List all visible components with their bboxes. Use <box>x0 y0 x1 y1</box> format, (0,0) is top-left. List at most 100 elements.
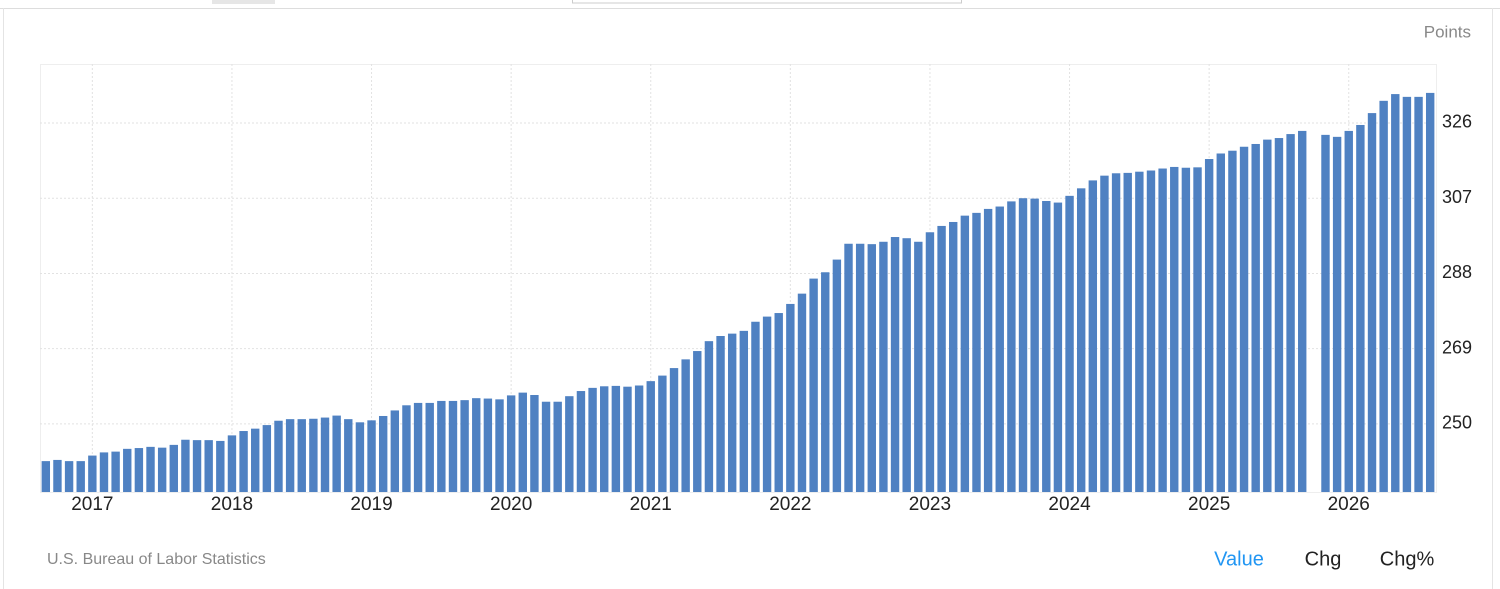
bar <box>960 215 970 493</box>
bar <box>344 419 353 492</box>
bar <box>1158 168 1167 492</box>
bar <box>553 401 562 492</box>
bar <box>1042 200 1051 492</box>
bar <box>565 396 574 492</box>
bar <box>1332 136 1342 492</box>
bar <box>1402 96 1412 492</box>
bar <box>320 417 330 492</box>
x-tick-label: 2021 <box>630 494 672 515</box>
bar <box>751 321 760 492</box>
y-tick-label: 288 <box>1442 262 1472 282</box>
bar <box>413 402 423 492</box>
bar <box>123 448 132 492</box>
bar <box>227 435 237 492</box>
bar <box>111 451 120 492</box>
bar <box>1239 146 1249 492</box>
bar <box>157 447 167 492</box>
bar <box>949 221 958 492</box>
bar <box>890 237 900 492</box>
bar <box>774 313 783 492</box>
bar <box>216 440 225 492</box>
bar <box>1100 175 1109 493</box>
bar <box>646 381 655 492</box>
bar <box>1170 166 1179 493</box>
bar <box>1298 130 1307 493</box>
bar <box>902 238 911 492</box>
unit-label: Points <box>1424 22 1471 41</box>
bar <box>832 259 842 492</box>
bar <box>716 336 725 492</box>
bar <box>1216 153 1225 493</box>
bar <box>983 208 993 492</box>
bar <box>460 400 469 492</box>
bar <box>797 293 807 492</box>
bar <box>297 419 306 492</box>
bar <box>972 212 981 492</box>
bar <box>472 398 481 492</box>
bar <box>1379 100 1388 492</box>
toolbar-button[interactable] <box>212 0 275 4</box>
tab-value[interactable]: Value <box>1214 548 1264 570</box>
bar <box>693 351 702 492</box>
bar <box>914 241 923 492</box>
x-tick-label: 2022 <box>769 494 811 515</box>
bar <box>1204 159 1214 492</box>
y-tick-label: 307 <box>1442 187 1472 207</box>
bar <box>1251 143 1260 493</box>
bar <box>1344 130 1353 493</box>
bar <box>204 440 213 492</box>
bar <box>681 359 690 492</box>
bar <box>600 386 609 492</box>
plot-area <box>40 64 1437 493</box>
bar <box>623 386 632 492</box>
bar <box>495 399 504 492</box>
bar <box>169 444 178 492</box>
y-tick-label: 326 <box>1442 112 1472 132</box>
bar <box>76 461 85 492</box>
bar <box>739 330 749 492</box>
bar <box>1228 150 1237 492</box>
bar <box>402 405 411 492</box>
bar <box>1007 201 1016 492</box>
x-tick-label: 2023 <box>909 494 951 515</box>
bar <box>285 419 295 492</box>
bar <box>146 446 155 492</box>
bar <box>192 440 202 492</box>
bar <box>1286 134 1295 492</box>
bar <box>41 461 51 492</box>
bar <box>1135 171 1144 492</box>
bar <box>634 385 644 492</box>
bar <box>809 278 818 492</box>
x-tick-label: 2018 <box>211 494 253 515</box>
bar <box>925 232 935 492</box>
bar <box>378 415 388 492</box>
bar <box>390 410 400 492</box>
tab-chg-pct[interactable]: Chg% <box>1380 548 1435 570</box>
tab-chg[interactable]: Chg <box>1305 548 1342 570</box>
search-box[interactable] <box>572 0 962 4</box>
bar <box>88 455 97 492</box>
bar <box>1193 167 1202 492</box>
bar <box>995 206 1004 493</box>
bar <box>762 316 772 492</box>
x-tick-label: 2020 <box>490 494 532 515</box>
bar <box>786 303 795 492</box>
bar <box>1321 134 1330 493</box>
x-tick-label: 2026 <box>1328 494 1370 515</box>
bar <box>658 375 667 492</box>
bar <box>844 243 853 492</box>
bar <box>937 225 946 492</box>
bar <box>251 428 260 492</box>
y-tick-label: 269 <box>1442 337 1472 357</box>
bar <box>181 439 190 492</box>
bar <box>704 341 714 492</box>
y-tick-label: 250 <box>1442 413 1472 433</box>
bar <box>1367 113 1377 493</box>
bar <box>1053 202 1063 493</box>
x-tick-label: 2024 <box>1048 494 1091 515</box>
bar <box>1076 188 1086 492</box>
bar <box>530 394 539 492</box>
x-tick-label: 2025 <box>1188 494 1230 515</box>
bar <box>367 420 376 492</box>
